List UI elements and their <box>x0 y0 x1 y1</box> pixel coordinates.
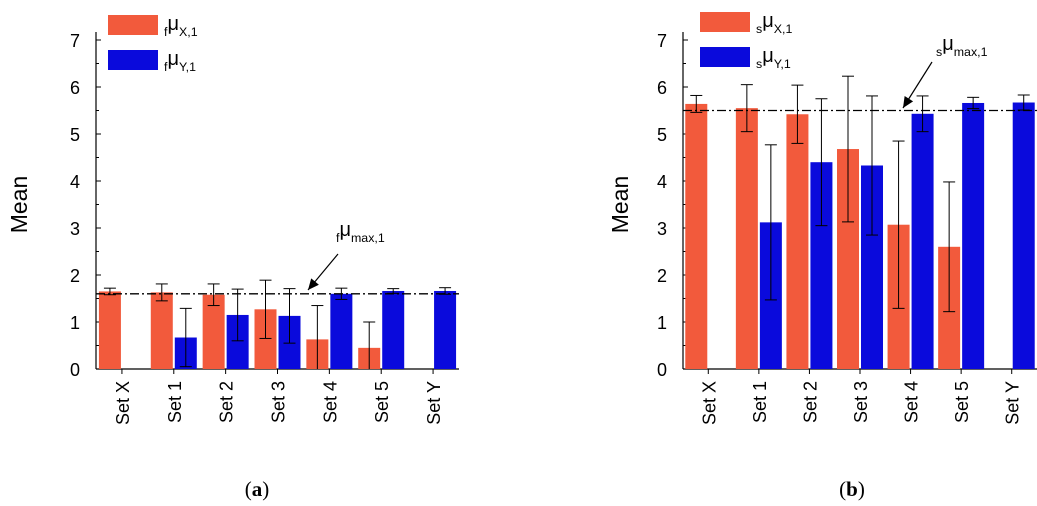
y-tick-label: 6 <box>657 78 667 98</box>
y-tick-label: 1 <box>657 313 667 333</box>
y-tick-label: 7 <box>657 31 667 51</box>
y-tick-label: 2 <box>70 266 80 286</box>
x-tick-label: Set X <box>699 381 719 425</box>
y-axis-title: Mean <box>607 176 633 234</box>
reference-line-label: fμmax,1 <box>336 219 385 245</box>
x-tick-label: Set 5 <box>952 381 972 423</box>
bar <box>330 293 353 369</box>
x-tick-label: Set 2 <box>217 381 237 423</box>
x-tick-label: Set 1 <box>165 381 185 423</box>
bar <box>786 114 809 369</box>
panel-caption: (b) <box>839 477 865 501</box>
y-tick-label: 5 <box>70 125 80 145</box>
x-tick-label: Set X <box>113 381 133 425</box>
bar <box>735 108 758 370</box>
bar <box>810 162 833 369</box>
legend-swatch <box>700 47 750 67</box>
bar <box>202 294 225 369</box>
x-tick-label: Set 4 <box>320 381 340 423</box>
y-tick-label: 6 <box>70 78 80 98</box>
bar <box>837 149 859 369</box>
bar <box>434 290 457 369</box>
x-tick-label: Set 5 <box>372 381 392 423</box>
y-tick-label: 3 <box>70 219 80 239</box>
bar <box>911 113 934 369</box>
bar <box>254 309 277 369</box>
x-tick-label: Set Y <box>1003 381 1023 425</box>
reference-line-label: sμmax,1 <box>936 33 988 59</box>
y-tick-label: 1 <box>70 313 80 333</box>
chart-panel-b: 0 1 2 3 4 5 6 7 Set X Set 1 Set 2 Set 3 Set 4 Set 5 Se… <box>607 10 1037 501</box>
bar <box>98 291 121 369</box>
bar <box>962 102 985 369</box>
bar <box>382 290 405 369</box>
x-tick-label: Set Y <box>424 381 444 425</box>
legend-label: sμY,1 <box>756 45 791 71</box>
legend-label: fμX,1 <box>164 13 198 39</box>
x-tick-label: Set 3 <box>851 381 871 423</box>
arrow-head <box>308 278 319 290</box>
y-tick-label: 4 <box>70 172 80 192</box>
y-tick-label: 0 <box>657 360 667 380</box>
y-axis-title: Mean <box>6 176 32 234</box>
y-tick-label: 4 <box>657 172 667 192</box>
panel-caption: (a) <box>245 477 270 501</box>
y-tick-label: 5 <box>657 125 667 145</box>
y-tick-label: 0 <box>70 360 80 380</box>
y-tick-label: 7 <box>70 31 80 51</box>
y-tick-label: 2 <box>657 266 667 286</box>
arrow-head <box>903 96 914 108</box>
legend-swatch <box>700 12 750 32</box>
bar <box>150 292 173 369</box>
legend-swatch <box>108 15 158 35</box>
bar <box>685 103 708 370</box>
x-tick-label: Set 4 <box>902 381 922 423</box>
y-tick-label: 3 <box>657 219 667 239</box>
legend-swatch <box>108 50 158 70</box>
x-tick-label: Set 3 <box>269 381 289 423</box>
x-tick-label: Set 1 <box>750 381 770 423</box>
legend-label: fμY,1 <box>164 48 196 74</box>
bar <box>226 314 249 369</box>
bar <box>1012 102 1035 369</box>
chart-panel-a: 0 1 2 3 4 5 6 7 Set X Set 1 Set 2 Set 3 Set 4 Set 5 Se… <box>6 13 459 501</box>
x-tick-label: Set 2 <box>800 381 820 423</box>
bar <box>861 165 883 369</box>
legend-label: sμX,1 <box>756 10 792 36</box>
